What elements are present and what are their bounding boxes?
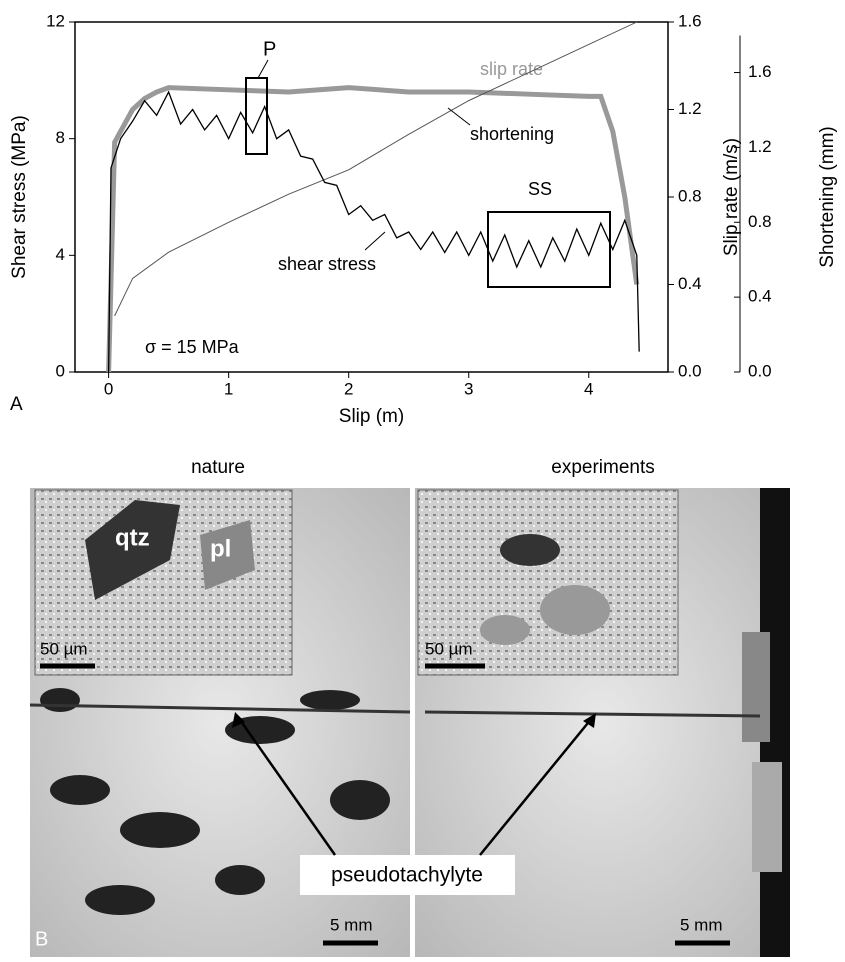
series-line — [114, 21, 638, 317]
vein — [29, 703, 411, 714]
annotation: SS — [528, 179, 552, 199]
y3-tick-label: 0.0 — [748, 361, 772, 380]
y3-tick-label: 0.8 — [748, 212, 772, 231]
y3-axis-title: Shortening (mm) — [817, 126, 838, 268]
series-label: shear stress — [278, 254, 376, 274]
arrow-head — [583, 713, 596, 728]
vein — [424, 710, 761, 718]
holder — [752, 762, 782, 872]
scale-label: 50 µm — [40, 639, 88, 658]
mineral-label: pl — [210, 535, 231, 562]
annotation: σ = 15 MPa — [145, 337, 240, 357]
highlight-box — [245, 77, 268, 155]
grain — [500, 534, 560, 566]
y-axis-title: Shear stress (MPa) — [9, 115, 30, 279]
label-box — [300, 855, 515, 895]
series-line — [107, 90, 640, 373]
y2-tick-label: 0.8 — [678, 186, 702, 205]
photo-panel: qtz pl 50 µm 50 µm 5 mm 5 mm pseudotachy… — [29, 457, 790, 957]
y2-axis-title: Slip rate (m/s) — [721, 138, 742, 256]
x-tick-label: 1 — [224, 379, 233, 398]
grain — [540, 585, 610, 635]
y2-tick-label: 1.6 — [678, 11, 702, 30]
callout-label: pseudotachylyte — [331, 864, 483, 887]
panel-label: B — [35, 928, 48, 950]
y-tick-label: 8 — [56, 128, 65, 147]
panel-title: nature — [191, 457, 245, 478]
inset-experiments — [417, 489, 679, 676]
x-axis-title: Slip (m) — [339, 406, 404, 427]
series-line — [106, 85, 640, 373]
x-tick-label: 0 — [104, 379, 113, 398]
y-tick-label: 4 — [56, 245, 65, 264]
series-label: slip rate — [480, 59, 543, 79]
y2-tick-label: 0.0 — [678, 361, 702, 380]
grain — [480, 615, 530, 645]
scale-label: 5 mm — [330, 915, 373, 934]
arrow-head — [232, 712, 245, 728]
mineral-label: qtz — [115, 524, 150, 551]
arrow — [236, 716, 337, 856]
scale-label: 50 µm — [425, 639, 473, 658]
chart-a: 0 1 2 3 4048120.00.40.81.21.60.00.40.81.21.6… — [9, 11, 838, 427]
highlight-box — [487, 211, 611, 288]
y3-tick-label: 0.4 — [748, 287, 772, 306]
y2-tick-label: 0.4 — [678, 274, 702, 293]
x-tick-label: 2 — [344, 379, 353, 398]
y-tick-label: 0 — [56, 361, 65, 380]
arrow — [479, 717, 593, 856]
holder — [742, 632, 770, 742]
series-label: shortening — [470, 124, 554, 144]
annotation: P — [263, 38, 276, 60]
scale-label: 5 mm — [680, 915, 723, 934]
y3-tick-label: 1.6 — [748, 62, 772, 81]
leader — [447, 107, 471, 126]
leader — [257, 59, 269, 79]
panel-title: experiments — [551, 457, 655, 478]
grain-qtz — [85, 500, 180, 600]
panel-label: A — [10, 394, 23, 415]
x-tick-label: 4 — [584, 379, 593, 398]
x-tick-label: 3 — [464, 379, 473, 398]
y3-tick-label: 1.2 — [748, 137, 772, 156]
y2-tick-label: 1.2 — [678, 99, 702, 118]
plot-frame — [74, 21, 669, 373]
y-tick-label: 12 — [46, 11, 65, 30]
leader — [364, 231, 386, 251]
grain-pl — [200, 520, 255, 590]
